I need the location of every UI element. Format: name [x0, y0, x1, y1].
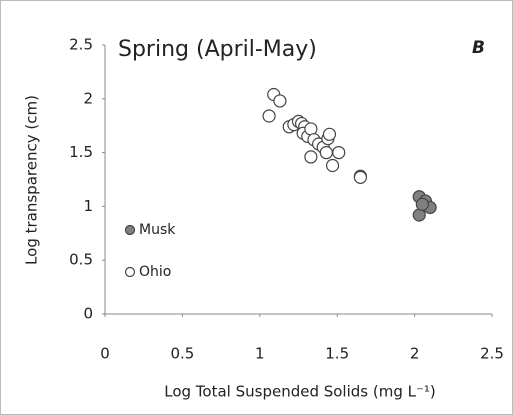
y-tick-label: 1 — [83, 197, 93, 215]
point — [415, 197, 429, 211]
point — [262, 109, 276, 123]
point — [412, 208, 426, 222]
point — [353, 170, 368, 184]
point — [319, 146, 333, 160]
y-tick-label: 2 — [83, 89, 93, 107]
y-tick-label: 0 — [83, 305, 93, 323]
x-tick-label: 1.5 — [325, 345, 349, 363]
point — [273, 94, 287, 108]
point — [304, 122, 318, 136]
legend-marker — [124, 224, 136, 236]
legend-marker — [124, 266, 136, 278]
chart-title: Spring (April-May) — [118, 37, 317, 62]
legend-label: Ohio — [139, 264, 171, 280]
point — [322, 127, 337, 141]
point — [332, 146, 346, 160]
y-tick-label: 1.5 — [69, 143, 93, 161]
point — [325, 158, 340, 173]
y-tick-label: 0.5 — [69, 251, 93, 269]
x-tick-label: 1 — [255, 345, 265, 363]
y-axis-title: Log transparency (cm) — [23, 95, 41, 265]
legend-label: Musk — [139, 222, 176, 238]
x-tick-label: 2 — [410, 345, 420, 363]
x-axis-title: Log Total Suspended Solids (mg L⁻¹) — [164, 383, 436, 401]
panel-label: B — [472, 38, 485, 58]
x-tick-label: 2.5 — [480, 345, 504, 363]
x-tick-label: 0.5 — [170, 345, 194, 363]
y-tick-label: 2.5 — [69, 36, 93, 54]
point — [304, 150, 318, 164]
x-tick-label: 0 — [100, 345, 110, 363]
